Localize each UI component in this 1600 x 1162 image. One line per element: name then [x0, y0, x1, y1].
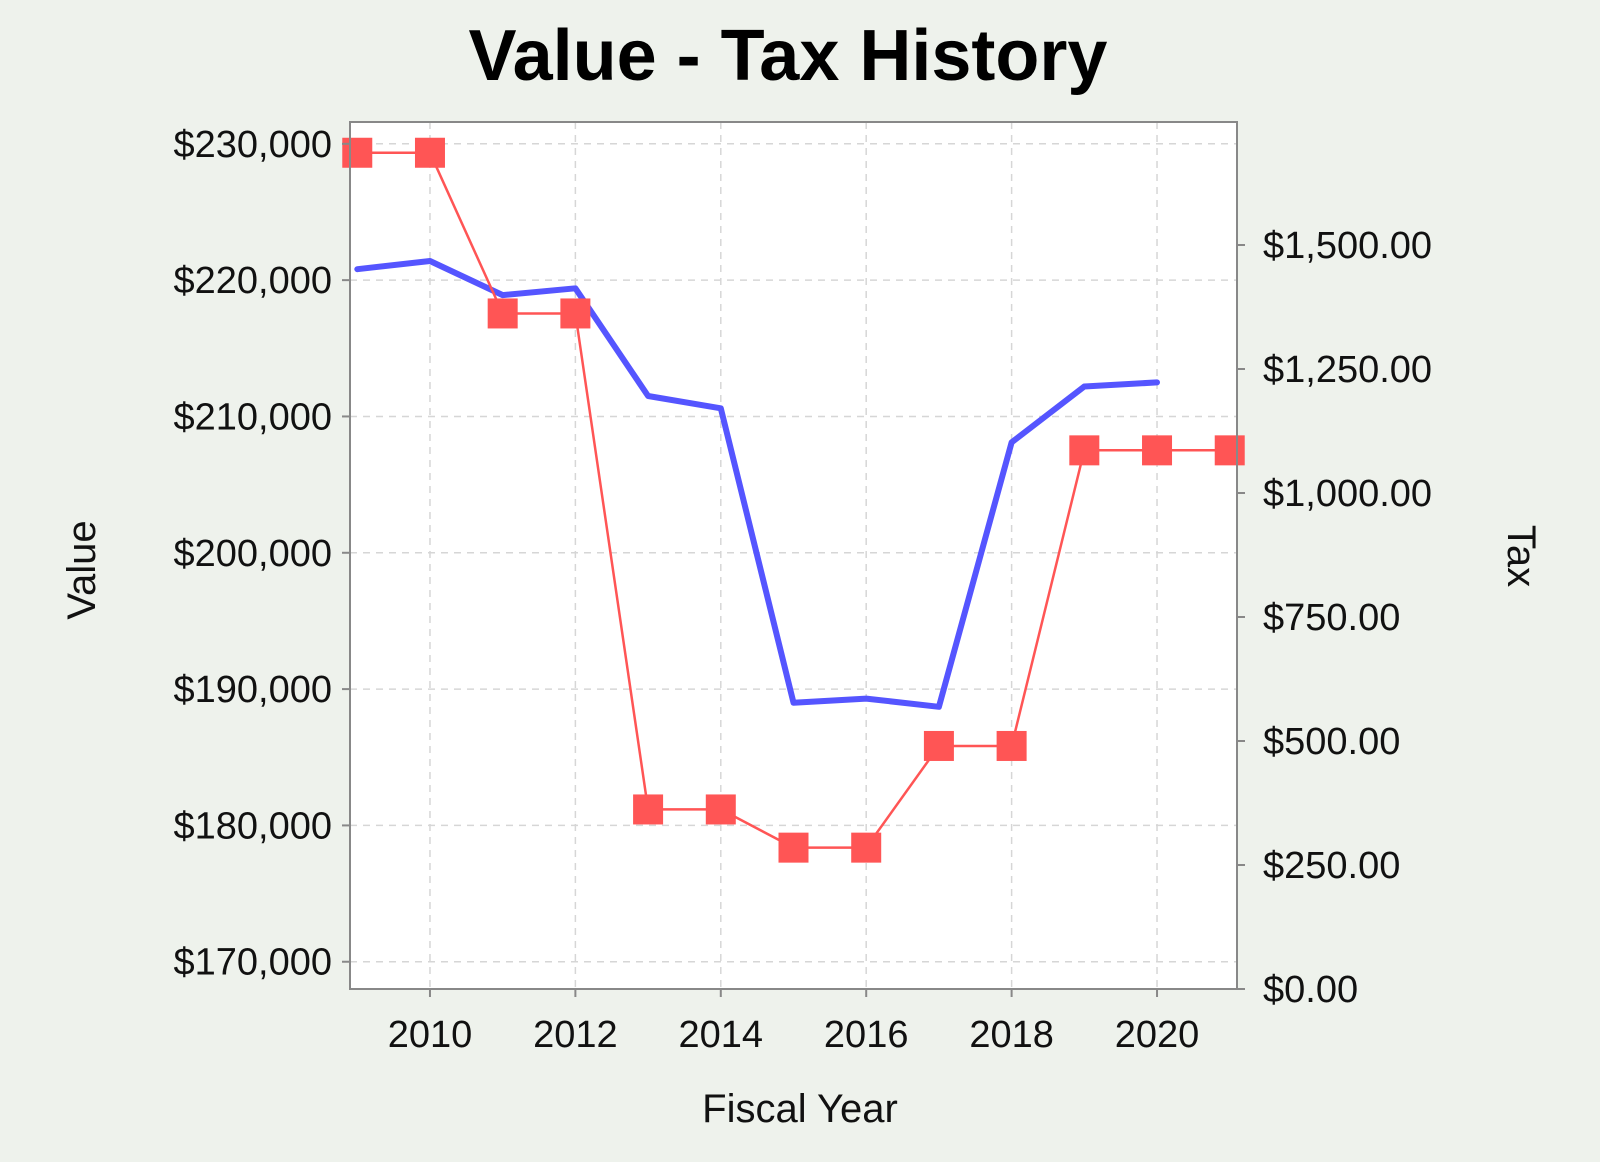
x-tick-label: 2018	[969, 1014, 1054, 1056]
y-tick-label: $180,000	[174, 805, 333, 847]
y2-tick-label: $1,500.00	[1263, 225, 1432, 267]
tax-point-marker	[487, 298, 518, 329]
x-tick-label: 2020	[1115, 1014, 1200, 1056]
tax-point-marker	[342, 137, 373, 168]
grid-lines	[350, 122, 1237, 989]
y2-axis-label: Tax	[1499, 525, 1543, 587]
tax-point-marker	[414, 137, 445, 168]
y-tick-label: $200,000	[174, 533, 333, 575]
series-layer	[342, 137, 1245, 863]
tax-point-marker	[705, 794, 736, 825]
y2-tick-label: $0.00	[1263, 969, 1358, 1011]
tax-point-marker	[996, 730, 1027, 761]
axes: 2010 2012 2014 2016 2018 2020 $170,000 $180,000…	[174, 124, 1433, 1056]
y2-tick-label: $1,000.00	[1263, 473, 1432, 515]
tax-point-marker	[923, 730, 954, 761]
y2-tick-label: $1,250.00	[1263, 349, 1432, 391]
y-tick-label: $190,000	[174, 669, 333, 711]
plot-border	[349, 121, 1238, 990]
tax-point-marker	[1142, 435, 1173, 466]
tax-point-marker	[1069, 435, 1100, 466]
y2-tick-label: $500.00	[1263, 721, 1400, 763]
x-tick-label: 2010	[388, 1014, 473, 1056]
tax-point-marker	[560, 298, 591, 329]
tax-point-marker	[1214, 435, 1245, 466]
y2-tick-label: $250.00	[1263, 845, 1400, 887]
x-tick-label: 2014	[679, 1014, 764, 1056]
x-tick-label: 2012	[533, 1014, 618, 1056]
x-axis-label: Fiscal Year	[702, 1087, 898, 1131]
tax-point-marker	[778, 832, 809, 863]
chart-title: Value - Tax History	[469, 16, 1108, 96]
y-tick-label: $230,000	[174, 124, 333, 166]
tax-point-marker	[633, 794, 664, 825]
x-tick-label: 2016	[824, 1014, 909, 1056]
y-tick-label: $170,000	[174, 942, 333, 984]
tax-point-marker	[851, 832, 882, 863]
y-tick-label: $210,000	[174, 396, 333, 438]
y-tick-label: $220,000	[174, 260, 333, 302]
y2-tick-label: $750.00	[1263, 597, 1400, 639]
y-axis-label: Value	[60, 520, 104, 619]
